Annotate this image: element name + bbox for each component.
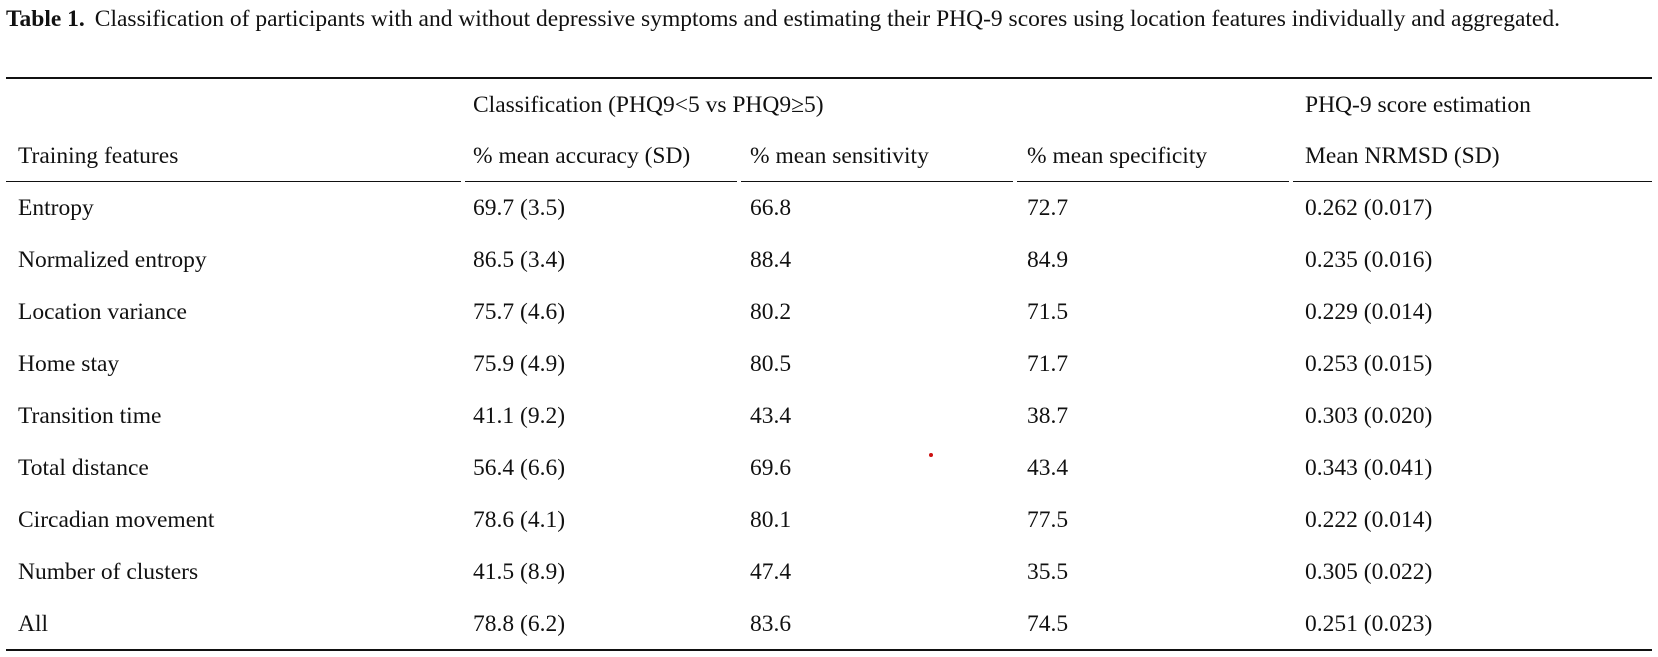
column-header-nrmsd: Mean NRMSD (SD) bbox=[1305, 143, 1500, 169]
cell-nrmsd: 0.262 (0.017) bbox=[1305, 195, 1433, 221]
header-group-classification: Classification (PHQ9<5 vs PHQ9≥5) bbox=[473, 92, 824, 118]
cell-sensitivity: 80.5 bbox=[750, 351, 792, 377]
table-label: Table 1. bbox=[6, 6, 85, 32]
cell-accuracy: 75.9 (4.9) bbox=[473, 351, 566, 377]
cell-specificity: 84.9 bbox=[1027, 247, 1069, 273]
column-header-specificity: % mean specificity bbox=[1027, 143, 1208, 169]
header-rule-segment bbox=[741, 181, 1013, 182]
caption-text: Classification of participants with and … bbox=[94, 6, 1560, 32]
cell-specificity: 71.7 bbox=[1027, 351, 1069, 377]
cell-specificity: 43.4 bbox=[1027, 455, 1069, 481]
table-bottom-rule bbox=[6, 649, 1652, 651]
cell-specificity: 72.7 bbox=[1027, 195, 1069, 221]
cell-accuracy: 56.4 (6.6) bbox=[473, 455, 566, 481]
header-rule-segment bbox=[1017, 181, 1289, 182]
header-group-estimation: PHQ-9 score estimation bbox=[1305, 92, 1531, 118]
cell-feature: Normalized entropy bbox=[18, 247, 207, 273]
cell-nrmsd: 0.343 (0.041) bbox=[1305, 455, 1433, 481]
cell-specificity: 77.5 bbox=[1027, 507, 1069, 533]
cell-specificity: 74.5 bbox=[1027, 611, 1069, 637]
header-rule-segment bbox=[465, 181, 737, 182]
cell-sensitivity: 69.6 bbox=[750, 455, 792, 481]
cell-sensitivity: 88.4 bbox=[750, 247, 792, 273]
cell-feature: Transition time bbox=[18, 403, 162, 429]
cell-accuracy: 78.8 (6.2) bbox=[473, 611, 566, 637]
cell-nrmsd: 0.229 (0.014) bbox=[1305, 299, 1433, 325]
stray-dot bbox=[929, 453, 933, 457]
column-header-sensitivity: % mean sensitivity bbox=[750, 143, 929, 169]
cell-nrmsd: 0.253 (0.015) bbox=[1305, 351, 1433, 377]
cell-accuracy: 86.5 (3.4) bbox=[473, 247, 566, 273]
table-caption: Table 1. Classification of participants w… bbox=[6, 3, 1651, 36]
cell-sensitivity: 80.1 bbox=[750, 507, 792, 533]
column-header-accuracy: % mean accuracy (SD) bbox=[473, 143, 691, 169]
cell-accuracy: 41.1 (9.2) bbox=[473, 403, 566, 429]
cell-feature: Location variance bbox=[18, 299, 187, 325]
cell-accuracy: 78.6 (4.1) bbox=[473, 507, 566, 533]
cell-sensitivity: 66.8 bbox=[750, 195, 792, 221]
cell-sensitivity: 83.6 bbox=[750, 611, 792, 637]
cell-specificity: 38.7 bbox=[1027, 403, 1069, 429]
cell-feature: Total distance bbox=[18, 455, 149, 481]
cell-specificity: 35.5 bbox=[1027, 559, 1069, 585]
cell-feature: Home stay bbox=[18, 351, 120, 377]
cell-feature: All bbox=[18, 611, 49, 637]
cell-accuracy: 75.7 (4.6) bbox=[473, 299, 566, 325]
cell-sensitivity: 43.4 bbox=[750, 403, 792, 429]
cell-nrmsd: 0.251 (0.023) bbox=[1305, 611, 1433, 637]
cell-nrmsd: 0.305 (0.022) bbox=[1305, 559, 1433, 585]
cell-nrmsd: 0.235 (0.016) bbox=[1305, 247, 1433, 273]
cell-feature: Number of clusters bbox=[18, 559, 199, 585]
cell-sensitivity: 47.4 bbox=[750, 559, 792, 585]
cell-accuracy: 69.7 (3.5) bbox=[473, 195, 566, 221]
cell-nrmsd: 0.303 (0.020) bbox=[1305, 403, 1433, 429]
header-rule-segment bbox=[6, 181, 461, 182]
cell-accuracy: 41.5 (8.9) bbox=[473, 559, 566, 585]
cell-nrmsd: 0.222 (0.014) bbox=[1305, 507, 1433, 533]
column-header-training-features: Training features bbox=[18, 143, 179, 169]
cell-feature: Circadian movement bbox=[18, 507, 215, 533]
header-rule-segment bbox=[1293, 181, 1652, 182]
cell-specificity: 71.5 bbox=[1027, 299, 1069, 325]
table-top-rule bbox=[6, 77, 1652, 79]
cell-sensitivity: 80.2 bbox=[750, 299, 792, 325]
cell-feature: Entropy bbox=[18, 195, 94, 221]
